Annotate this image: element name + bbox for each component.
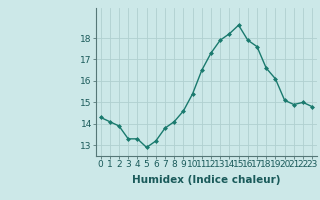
X-axis label: Humidex (Indice chaleur): Humidex (Indice chaleur) [132,175,281,185]
